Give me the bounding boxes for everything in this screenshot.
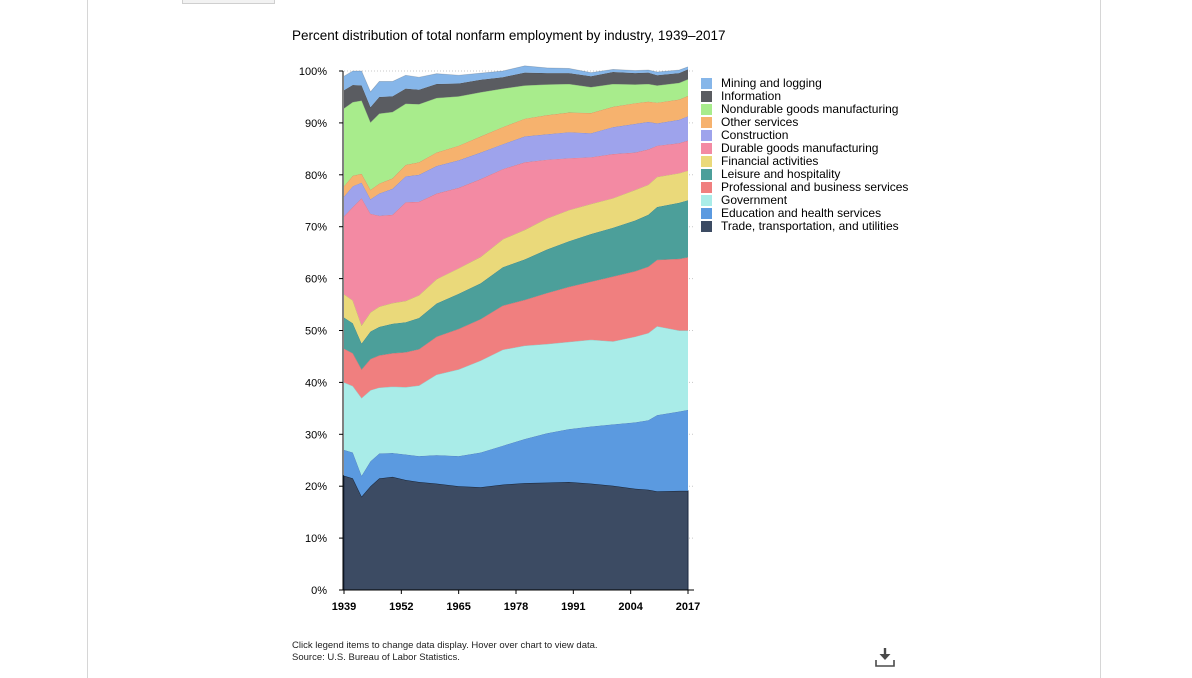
y-tick-label: 40% (305, 377, 327, 389)
legend-item[interactable]: Professional and business services (701, 181, 908, 194)
footnote: Click legend items to change data displa… (292, 640, 598, 664)
legend-item[interactable]: Leisure and hospitality (701, 168, 908, 181)
x-tick-label: 1939 (332, 601, 356, 613)
area-financial-activities[interactable] (344, 170, 688, 344)
area-professional-and-business-services[interactable] (344, 257, 688, 398)
area-edge (343, 65, 689, 93)
area-durable-goods-manufacturing[interactable] (344, 140, 688, 326)
area-information[interactable] (344, 69, 688, 123)
legend-item[interactable]: Nondurable goods manufacturing (701, 103, 908, 116)
area-edge (343, 170, 689, 327)
area-other-services[interactable] (344, 95, 688, 200)
y-tick-label: 90% (305, 118, 327, 130)
footnote-source: Source: U.S. Bureau of Labor Statistics. (292, 652, 460, 663)
y-tick-label: 10% (305, 533, 327, 545)
legend-label: Mining and logging (721, 76, 822, 90)
page-frame (87, 0, 1101, 678)
legend-swatch (701, 221, 712, 232)
x-tick-label: 1991 (561, 601, 585, 613)
legend-swatch (701, 208, 712, 219)
legend-label: Construction (721, 128, 789, 142)
area-construction[interactable] (344, 116, 688, 217)
y-tick-label: 30% (305, 429, 327, 441)
legend-label: Durable goods manufacturing (721, 141, 879, 155)
area-nondurable-goods-manufacturing[interactable] (344, 79, 688, 190)
y-tick-label: 100% (299, 66, 327, 78)
area-trade-transportation-and-utilities[interactable] (343, 475, 689, 591)
legend-swatch (701, 156, 712, 167)
x-tick-label: 1965 (446, 601, 470, 613)
legend-label: Financial activities (721, 154, 819, 168)
footnote-instructions: Click legend items to change data displa… (292, 640, 598, 651)
legend-swatch (701, 130, 712, 141)
x-tick-label: 1978 (504, 601, 528, 613)
legend-swatch (701, 117, 712, 128)
area-leisure-and-hospitality[interactable] (344, 200, 688, 370)
legend-item[interactable]: Other services (701, 116, 908, 129)
legend-item[interactable]: Trade, transportation, and utilities (701, 220, 908, 233)
legend-item[interactable]: Information (701, 90, 908, 103)
legend-item[interactable]: Construction (701, 129, 908, 142)
legend: Mining and logging Information Nondurable … (701, 77, 908, 233)
legend-label: Other services (721, 115, 799, 129)
chart-title: Percent distribution of total nonfarm em… (292, 28, 726, 43)
legend-swatch (701, 169, 712, 180)
legend-label: Leisure and hospitality (721, 167, 841, 181)
legend-item[interactable]: Mining and logging (701, 77, 908, 90)
legend-swatch (701, 104, 712, 115)
y-tick-label: 80% (305, 170, 327, 182)
axes (339, 70, 694, 594)
area-edge (343, 115, 689, 200)
x-tick-label: 2004 (618, 601, 643, 613)
y-tick-label: 60% (305, 274, 327, 286)
legend-swatch (701, 78, 712, 89)
tab-stub[interactable] (182, 0, 275, 4)
y-tick-label: 0% (311, 585, 327, 597)
legend-swatch (701, 182, 712, 193)
legend-item[interactable]: Durable goods manufacturing (701, 142, 908, 155)
x-tick-label: 1952 (389, 601, 413, 613)
area-government[interactable] (344, 326, 688, 476)
legend-label: Professional and business services (721, 180, 909, 194)
legend-item[interactable]: Government (701, 194, 908, 207)
y-tick-label: 70% (305, 222, 327, 234)
legend-swatch (701, 91, 712, 102)
area-education-and-health-services[interactable] (344, 409, 688, 497)
legend-swatch (701, 195, 712, 206)
area-mining-and-logging[interactable] (344, 65, 688, 108)
x-tick-label: 2017 (676, 601, 700, 613)
legend-swatch (701, 143, 712, 154)
legend-item[interactable]: Financial activities (701, 155, 908, 168)
legend-label: Education and health services (721, 206, 882, 220)
y-tick-labels: 0% 10% 20% 30% 40% 50% 60% 70% 80% 90% 100% (299, 66, 327, 597)
y-tick-label: 50% (305, 326, 327, 338)
y-tick-label: 20% (305, 481, 327, 493)
legend-label: Nondurable goods manufacturing (721, 102, 899, 116)
legend-label: Government (721, 193, 788, 207)
download-icon (875, 648, 895, 667)
legend-label: Information (721, 89, 782, 103)
legend-item[interactable]: Education and health services (701, 207, 908, 220)
legend-label: Trade, transportation, and utilities (721, 219, 899, 233)
x-tick-labels: 1939 1952 1965 1978 1991 2004 2017 (332, 601, 700, 613)
download-button[interactable] (874, 646, 896, 668)
stacked-areas (343, 65, 689, 591)
